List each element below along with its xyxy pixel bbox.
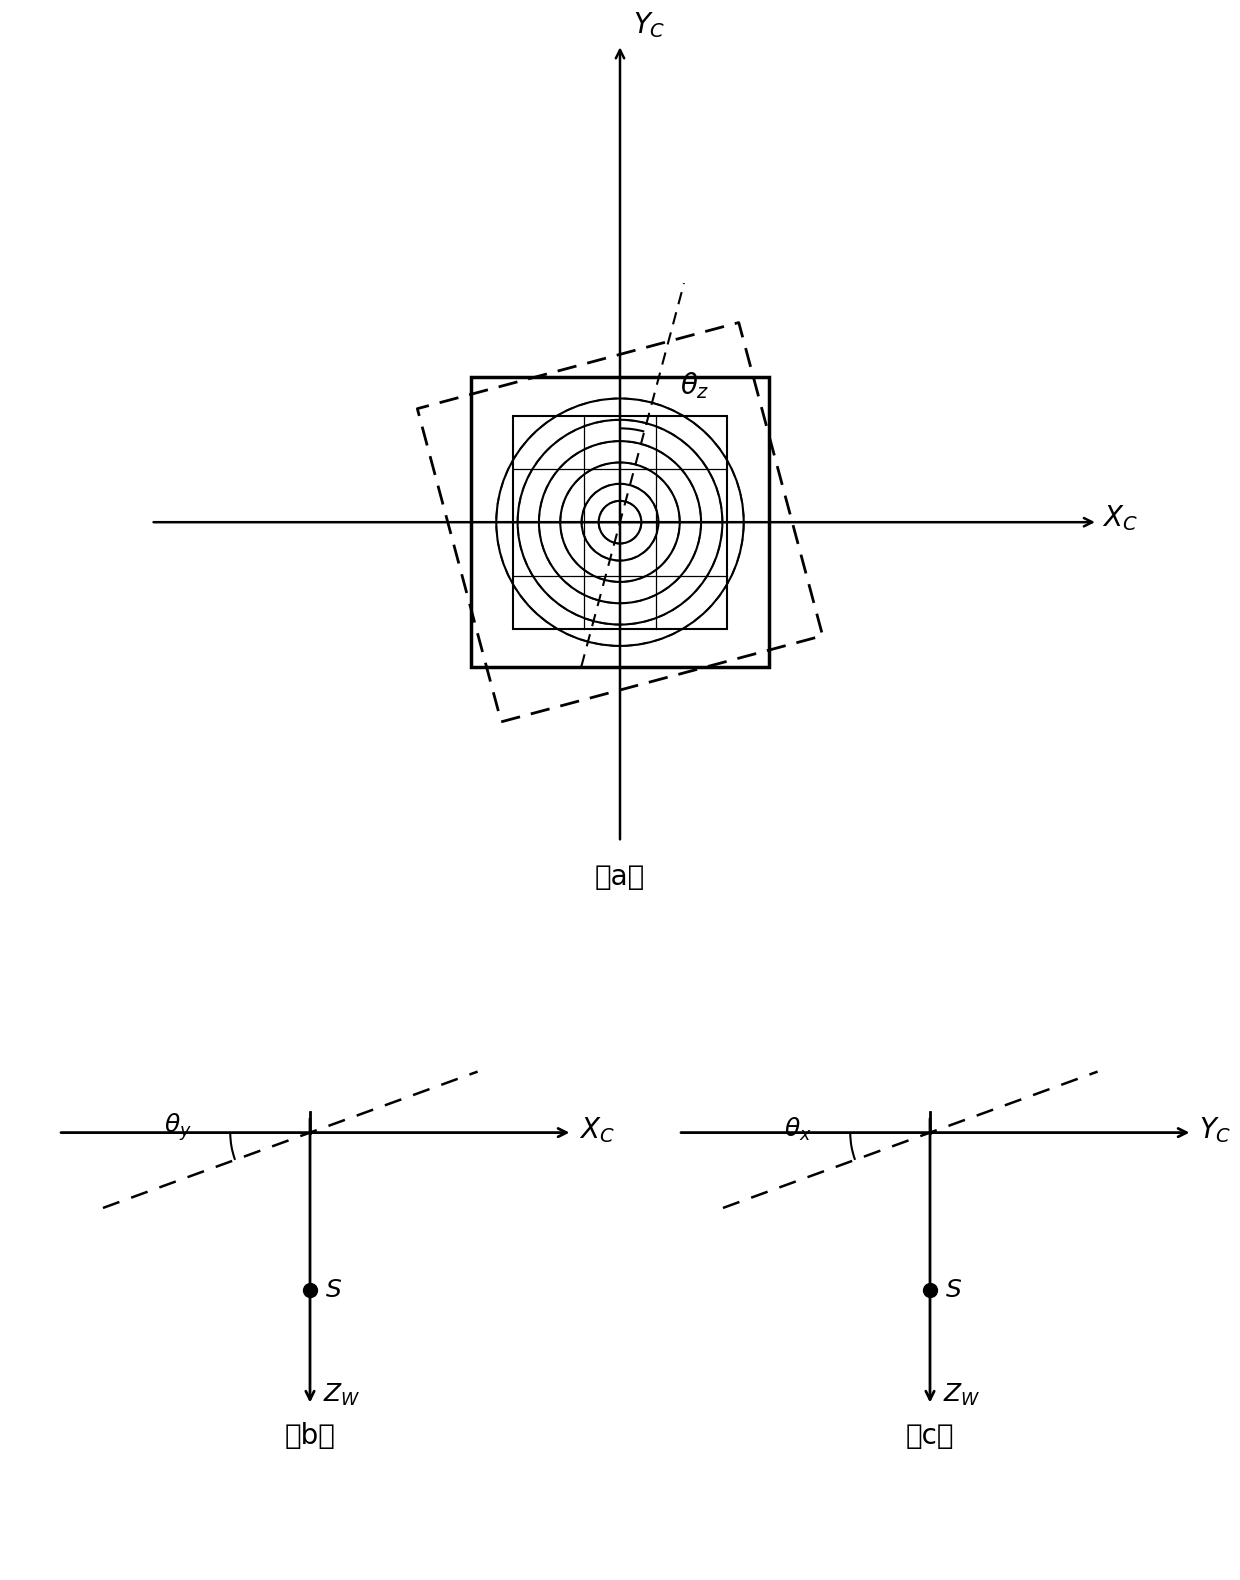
Text: $Y_C$: $Y_C$	[1199, 1115, 1231, 1146]
Text: $Z_W$: $Z_W$	[322, 1382, 360, 1408]
Text: $S$: $S$	[945, 1278, 962, 1302]
Bar	[513, 416, 727, 629]
Text: $\theta_z$: $\theta_z$	[680, 370, 709, 401]
Text: $Z_W$: $Z_W$	[942, 1382, 980, 1408]
Text: $\theta_x$: $\theta_x$	[784, 1115, 812, 1144]
Text: （a）: （a）	[595, 863, 645, 891]
Text: $Y_C$: $Y_C$	[632, 11, 666, 40]
Text: $\theta_y$: $\theta_y$	[164, 1111, 192, 1144]
Bar	[471, 378, 769, 667]
Text: （b）: （b）	[284, 1422, 336, 1450]
Text: $X_C$: $X_C$	[1102, 502, 1138, 532]
Text: $S$: $S$	[325, 1278, 342, 1302]
Text: （c）: （c）	[905, 1422, 955, 1450]
Text: $X_C$: $X_C$	[579, 1115, 614, 1146]
